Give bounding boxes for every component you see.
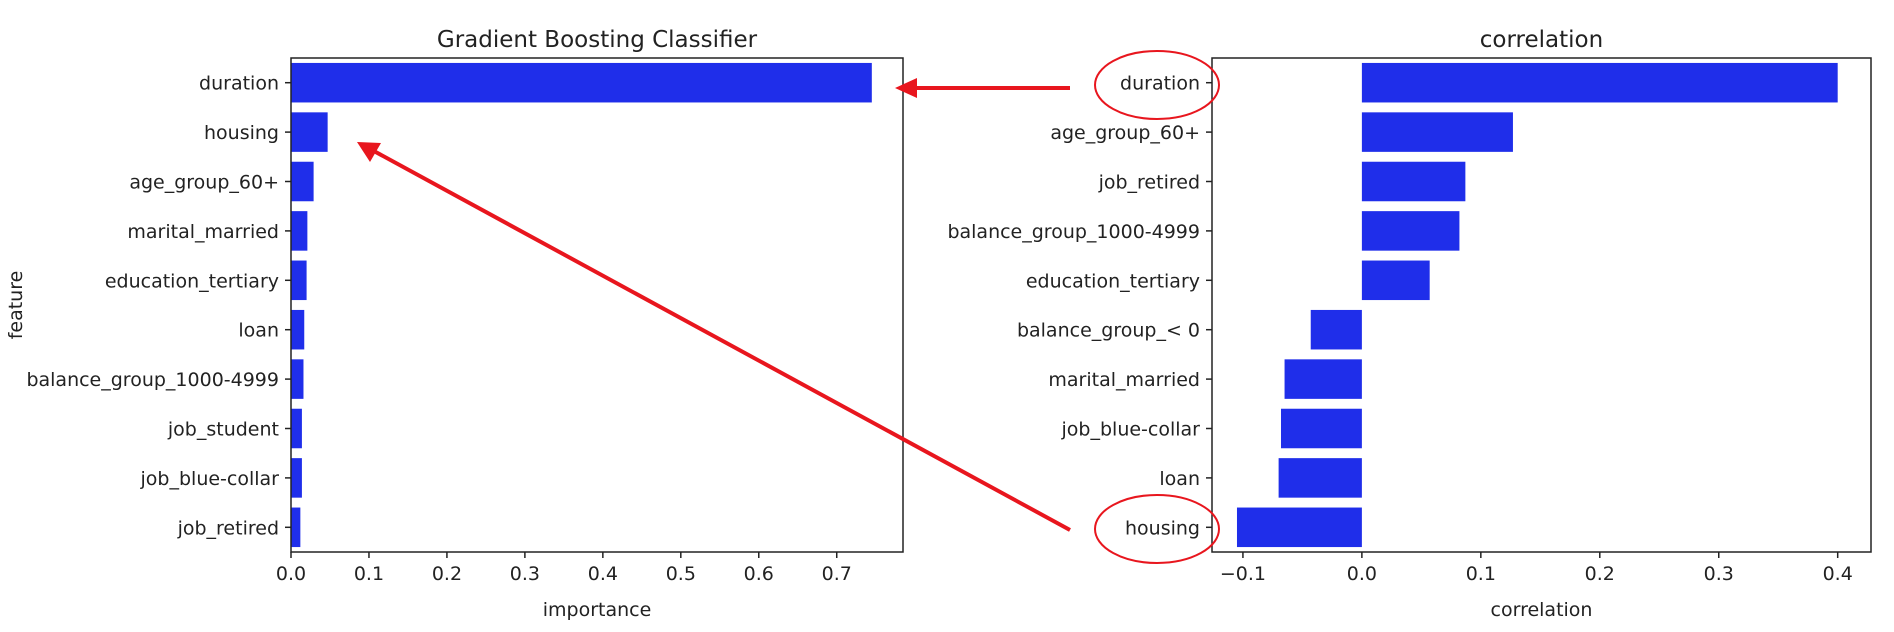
- category-label: balance_group_1000-4999: [947, 221, 1200, 243]
- plot-frame: [290, 57, 904, 553]
- x-axis-title: correlation: [1491, 599, 1593, 621]
- x-tick-label: 0.2: [1585, 563, 1615, 585]
- x-tick-label: 0.2: [432, 563, 462, 585]
- bar: [1361, 211, 1460, 251]
- bar: [291, 458, 302, 498]
- x-tick-label: 0.3: [1704, 563, 1734, 585]
- bar: [1310, 309, 1362, 350]
- bar: [291, 62, 872, 103]
- bar: [291, 359, 304, 399]
- bar: [1278, 458, 1362, 498]
- bar: [291, 161, 314, 202]
- bar: [291, 408, 302, 449]
- x-tick-label: 0.4: [588, 563, 618, 585]
- highlight-ellipse-duration: [1094, 50, 1220, 120]
- bar: [291, 260, 307, 301]
- category-label: education_tertiary: [105, 270, 279, 292]
- bar: [291, 211, 308, 251]
- bar: [1361, 112, 1513, 152]
- bar: [291, 112, 328, 152]
- category-label: loan: [238, 320, 279, 342]
- x-tick-label: 0.3: [510, 563, 540, 585]
- bar: [1280, 408, 1362, 449]
- category-label: duration: [199, 73, 279, 95]
- annotations: [357, 50, 1220, 564]
- category-label: job_retired: [1098, 172, 1200, 194]
- x-tick-label: 0.7: [822, 563, 852, 585]
- x-tick-label: 0.0: [1347, 563, 1377, 585]
- category-label: loan: [1159, 468, 1200, 490]
- x-tick-label: 0.1: [354, 563, 384, 585]
- bar: [291, 309, 305, 350]
- x-axis-title: importance: [543, 599, 652, 621]
- category-label: job_blue-collar: [140, 468, 280, 490]
- x-tick-label: −0.1: [1220, 563, 1266, 585]
- category-label: balance_group_< 0: [1017, 320, 1200, 342]
- category-label: balance_group_1000-4999: [26, 369, 279, 391]
- x-tick-label: 0.5: [666, 563, 696, 585]
- bar: [1236, 507, 1362, 548]
- highlight-ellipse-housing: [1094, 494, 1220, 564]
- category-label: duration: [1120, 73, 1200, 95]
- category-label: job_student: [167, 419, 279, 441]
- chart-title: correlation: [1480, 27, 1603, 53]
- arrow-duration-head: [895, 78, 917, 98]
- category-label: job_blue-collar: [1061, 419, 1201, 441]
- bar: [291, 507, 301, 548]
- x-tick-label: 0.6: [744, 563, 774, 585]
- category-label: age_group_60+: [129, 172, 279, 194]
- bar: [1361, 161, 1466, 202]
- x-tick-label: 0.0: [276, 563, 306, 585]
- arrow-housing-head: [357, 142, 381, 162]
- plot-frame: [1211, 57, 1872, 553]
- category-label: age_group_60+: [1050, 122, 1200, 144]
- x-tick-label: 0.1: [1466, 563, 1496, 585]
- category-label: housing: [1125, 517, 1200, 539]
- bar: [1284, 359, 1362, 399]
- chart-gradient-boosting: duration housing age_group_60+ marital_marr…: [5, 27, 904, 621]
- bar: [1361, 62, 1838, 103]
- category-label: marital_married: [127, 221, 279, 243]
- arrow-housing: [371, 148, 1071, 532]
- chart-title: Gradient Boosting Classifier: [437, 27, 758, 53]
- y-axis-title: feature: [5, 271, 27, 340]
- chart-correlation: duration age_group_60+ job_retired balance_…: [947, 27, 1872, 621]
- x-tick-label: 0.4: [1823, 563, 1853, 585]
- category-label: job_retired: [177, 517, 279, 539]
- category-label: marital_married: [1048, 369, 1200, 391]
- category-label: education_tertiary: [1026, 270, 1200, 292]
- category-label: housing: [204, 122, 279, 144]
- bar: [1361, 260, 1430, 301]
